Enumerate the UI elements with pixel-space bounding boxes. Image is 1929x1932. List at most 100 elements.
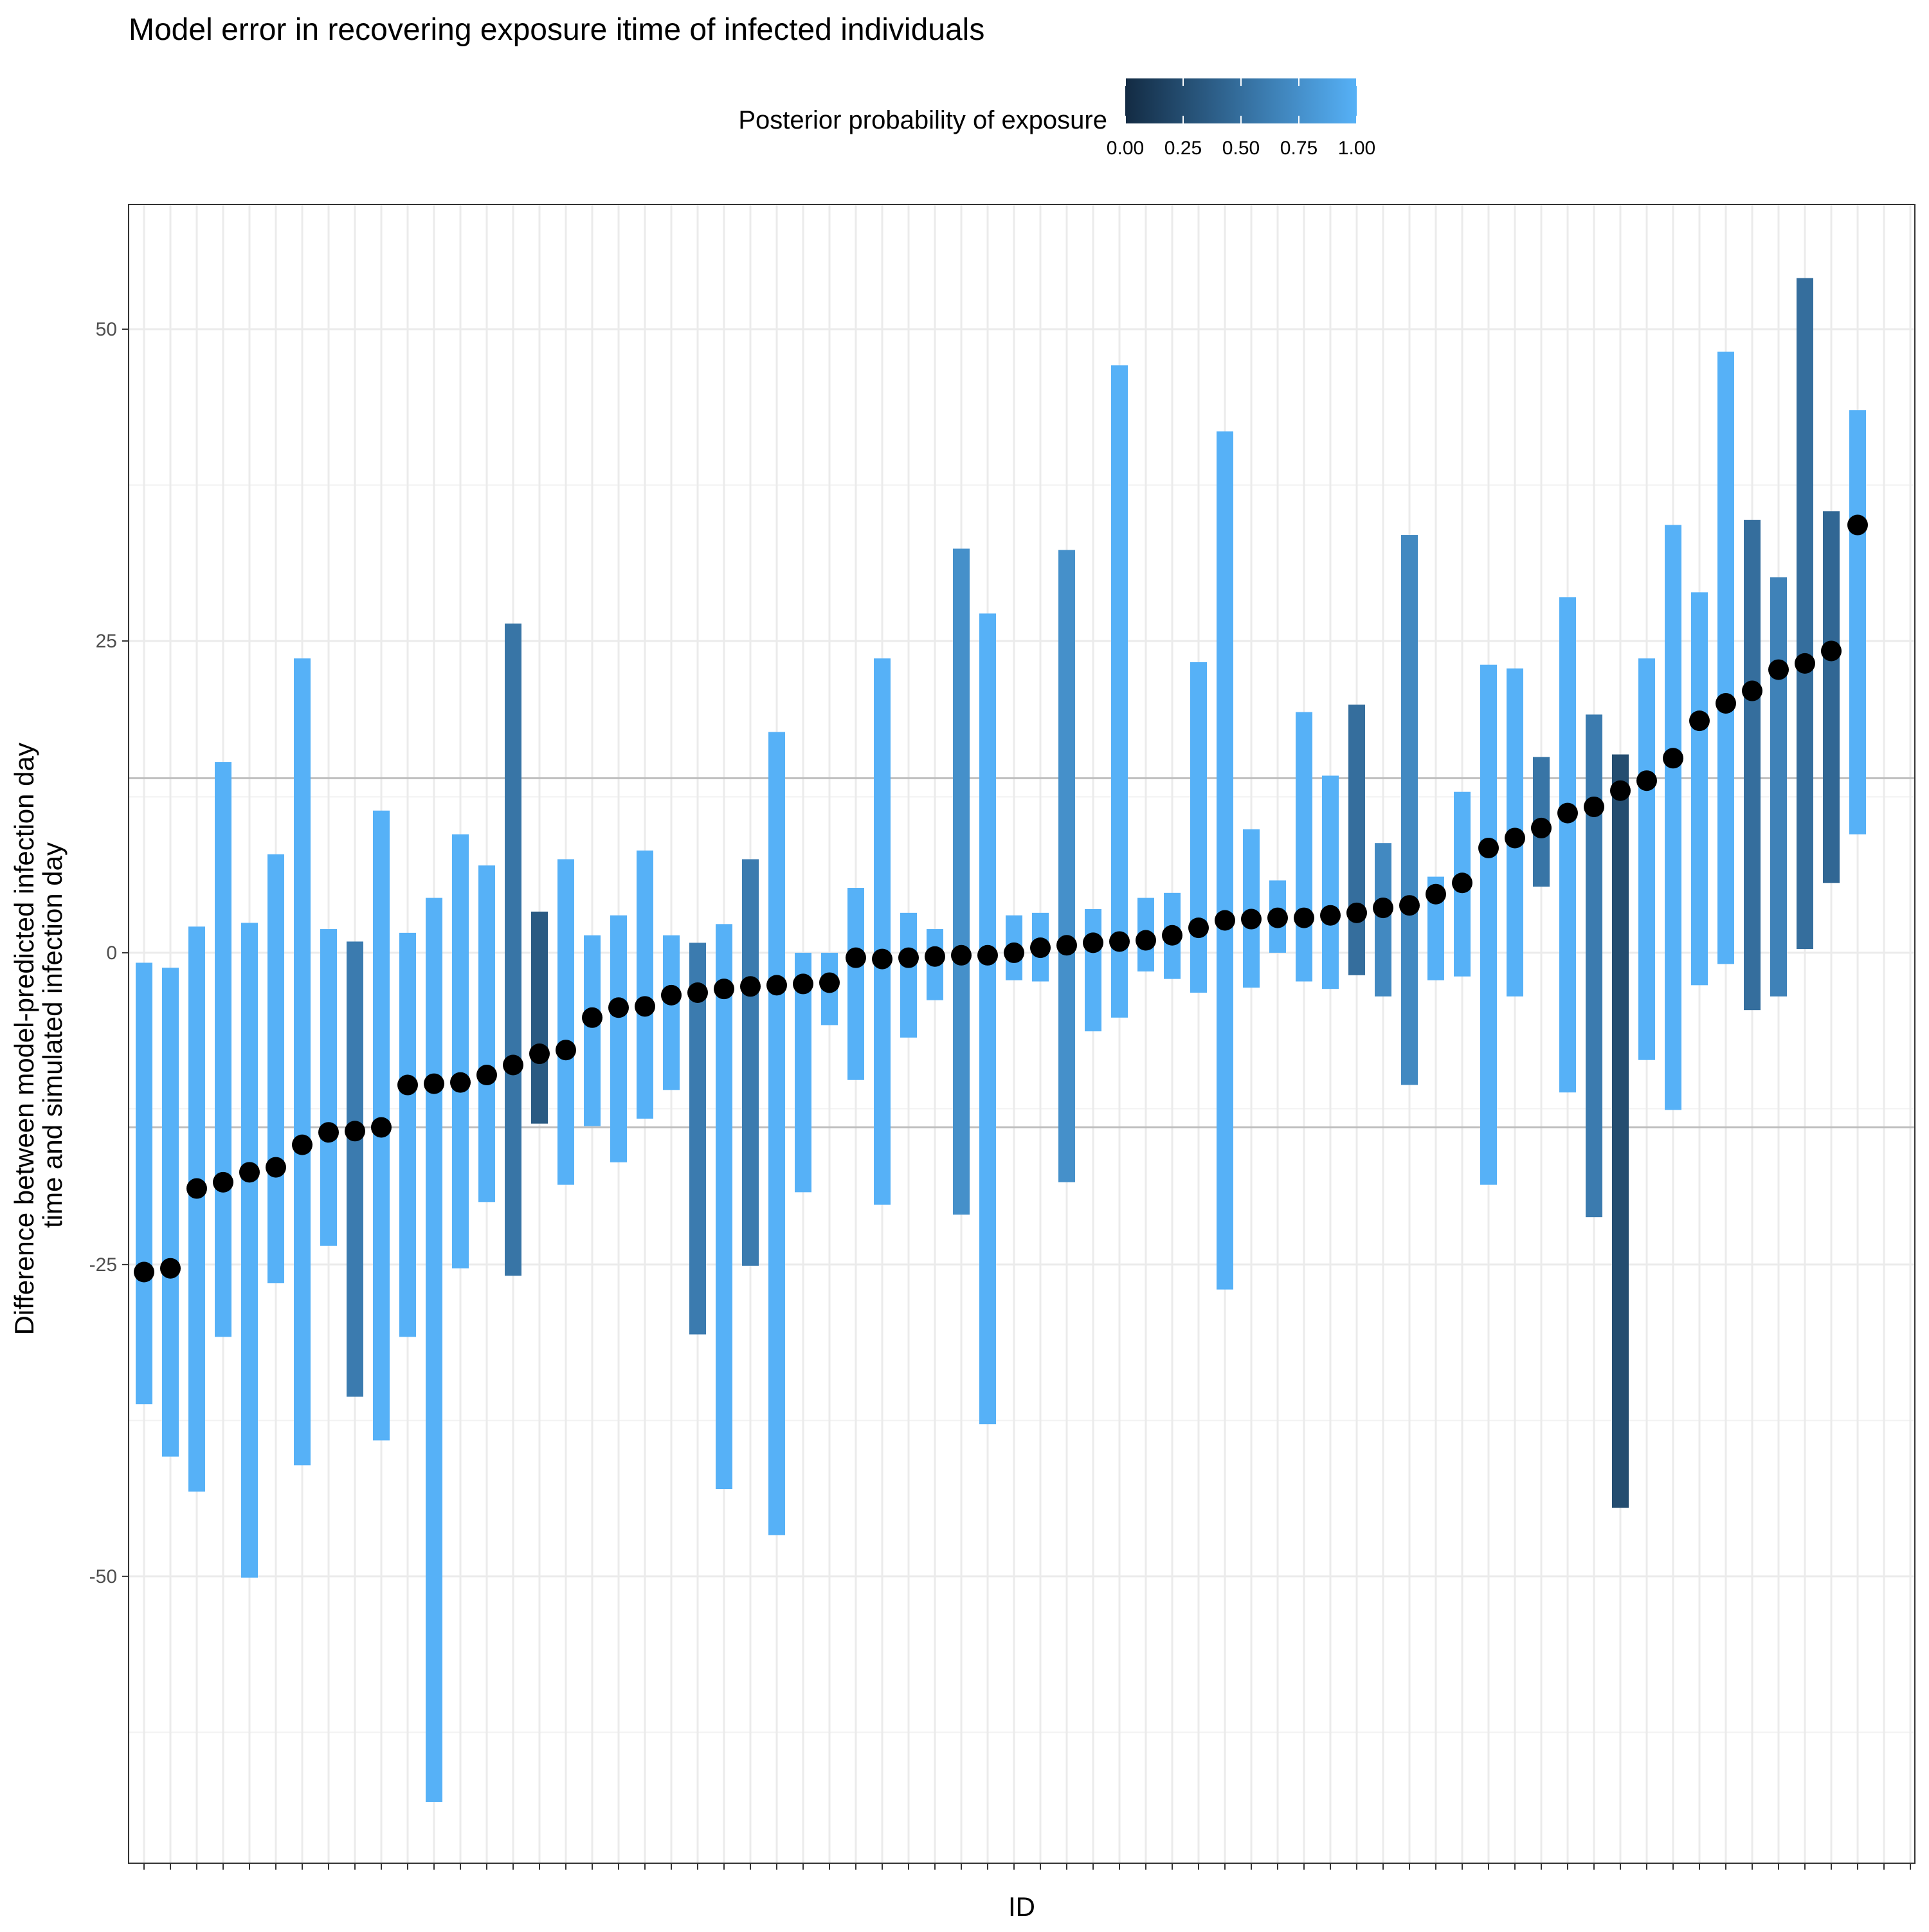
y-tick-label: 0: [106, 943, 117, 964]
data-point: [819, 972, 840, 993]
error-bar: [162, 968, 179, 1456]
legend: Posterior probability of exposure 0.00 0.…: [738, 78, 1375, 159]
data-point: [766, 975, 787, 995]
data-point: [1557, 803, 1578, 824]
data-point: [898, 948, 919, 968]
x-axis: [144, 1863, 1910, 1870]
error-bar: [215, 762, 231, 1337]
error-bar: [1638, 658, 1655, 1060]
data-point: [1083, 932, 1103, 953]
error-bar: [531, 912, 548, 1124]
data-point: [239, 1162, 260, 1182]
x-axis-title: ID: [1008, 1891, 1035, 1922]
error-bar: [663, 935, 680, 1090]
data-point: [345, 1121, 365, 1141]
error-bar: [1770, 577, 1787, 997]
error-bar: [1190, 662, 1207, 993]
error-bar: [1296, 712, 1312, 982]
data-point: [1346, 903, 1367, 923]
legend-tick-label: 0.50: [1222, 138, 1260, 159]
data-point: [503, 1054, 523, 1075]
data-point: [134, 1262, 154, 1283]
error-bar: [1243, 829, 1260, 988]
error-bar: [557, 859, 574, 1184]
data-point: [1056, 935, 1077, 955]
legend-tick-label: 0.25: [1164, 138, 1202, 159]
error-bar: [478, 865, 495, 1202]
data-point: [1821, 640, 1842, 661]
data-point: [925, 946, 945, 967]
legend-tick-label: 1.00: [1338, 138, 1375, 159]
data-point: [292, 1135, 312, 1155]
data-point: [740, 976, 761, 997]
legend-title: Posterior probability of exposure: [738, 106, 1107, 134]
y-tick-label: -50: [89, 1566, 117, 1587]
data-point: [687, 982, 708, 1003]
error-bar: [1797, 278, 1813, 949]
data-point: [1610, 781, 1631, 801]
error-bar: [1375, 843, 1391, 997]
data-point: [1320, 905, 1341, 926]
error-bar: [1586, 714, 1602, 1217]
data-point: [872, 949, 892, 970]
error-bar: [716, 924, 732, 1489]
error-bar: [1744, 520, 1761, 1010]
error-bar: [347, 941, 363, 1396]
error-bar: [953, 548, 970, 1214]
error-bar: [294, 658, 311, 1465]
data-point: [318, 1122, 339, 1142]
error-bar: [136, 962, 152, 1404]
data-point: [1030, 937, 1051, 958]
data-point: [1663, 748, 1683, 768]
error-bar: [452, 835, 469, 1268]
data-point: [1452, 872, 1472, 893]
data-point: [1136, 930, 1156, 951]
error-bar: [768, 732, 785, 1535]
y-tick-label: -25: [89, 1254, 117, 1276]
error-bar: [1401, 535, 1418, 1085]
data-point: [1267, 908, 1288, 928]
error-bar: [399, 933, 416, 1337]
data-point: [661, 985, 682, 1006]
y-axis-title: Difference between model-predicted infec…: [9, 735, 68, 1335]
error-bar: [505, 624, 521, 1276]
data-point: [213, 1172, 233, 1193]
data-point: [714, 979, 734, 999]
error-bar: [1691, 592, 1708, 985]
error-bar: [1849, 410, 1866, 835]
error-bar: [584, 935, 601, 1126]
data-point: [1399, 895, 1420, 916]
error-bar: [742, 859, 759, 1265]
y-axis-title-line-2: time and simulated infection day: [37, 842, 68, 1228]
data-point: [1505, 827, 1525, 848]
error-bar: [900, 913, 917, 1038]
data-point: [635, 996, 655, 1016]
data-point: [1531, 818, 1552, 838]
data-point: [608, 997, 629, 1018]
data-point: [1241, 909, 1262, 930]
data-point: [1426, 884, 1446, 905]
error-bar: [1823, 511, 1840, 883]
error-bar: [1058, 550, 1075, 1182]
data-point: [951, 945, 972, 966]
data-point: [450, 1072, 471, 1093]
error-bar: [426, 898, 442, 1802]
legend-tick-label: 0.00: [1107, 138, 1144, 159]
data-point: [556, 1040, 576, 1060]
data-point: [793, 973, 813, 994]
error-bar: [847, 888, 864, 1080]
data-point: [1742, 681, 1762, 701]
error-bar: [1217, 431, 1233, 1290]
error-bar: [1559, 597, 1576, 1092]
y-tick-label: 50: [96, 319, 117, 340]
data-point: [846, 948, 866, 968]
data-point: [1188, 917, 1209, 938]
error-bar: [874, 658, 891, 1205]
y-axis-title-line-1: Difference between model-predicted infec…: [9, 743, 39, 1335]
error-bar: [1665, 525, 1681, 1110]
error-bar: [1480, 665, 1497, 1185]
data-point: [371, 1117, 392, 1137]
error-bar: [1348, 705, 1365, 975]
